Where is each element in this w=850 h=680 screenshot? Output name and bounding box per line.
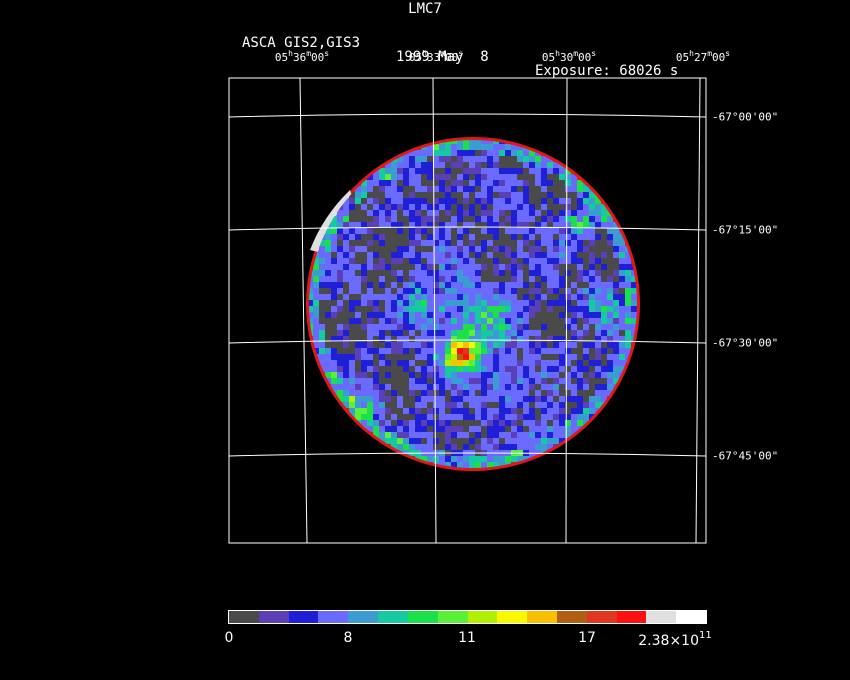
ra-tick-label: 05h30m00s — [541, 49, 597, 64]
colorbar-swatch — [556, 611, 587, 623]
colorbar-swatch — [646, 611, 677, 623]
image-frame — [228, 77, 707, 544]
colorbar-swatch — [288, 611, 319, 623]
colorbar-swatch — [318, 611, 349, 623]
dec-tick-label: -67°15'00" — [712, 223, 779, 237]
colorbar-swatch — [497, 611, 528, 623]
colorbar-max-label: 2.38×1011 — [638, 630, 712, 649]
dec-tick-label: -67°45'00" — [712, 449, 779, 463]
observation-date: 1999 May 8 — [396, 49, 489, 65]
intensity-map — [309, 140, 637, 468]
colorbar — [228, 610, 707, 624]
colorbar-swatch — [527, 611, 557, 623]
colorbar-swatch — [407, 611, 438, 623]
ra-tick-label: 05h33m00s — [408, 49, 464, 64]
colorbar-tick-label: 8 — [343, 630, 353, 646]
coordinate-grid — [228, 77, 707, 544]
image-title: LMC7 — [408, 1, 442, 17]
detector-edge-bright — [310, 190, 352, 252]
colorbar-swatch — [676, 611, 706, 623]
colorbar-swatch — [616, 611, 647, 623]
dec-tick-label: -67°30'00" — [712, 336, 779, 350]
colorbar-swatch — [378, 611, 408, 623]
ra-tick-label: 05h27m00s — [675, 49, 731, 64]
colorbar-tick-label: 17 — [578, 630, 596, 646]
image-subtitle: ASCA GIS2,GIS3 1999 May 8 Exposure: 6802… — [0, 22, 850, 78]
colorbar-swatch — [467, 611, 498, 623]
colorbar-tick-label: 11 — [458, 630, 476, 646]
colorbar-tick-label: 0 — [224, 630, 234, 646]
exposure-label: Exposure: 68026 s — [535, 63, 679, 79]
instrument-label: ASCA GIS2,GIS3 — [242, 35, 361, 51]
colorbar-swatch — [437, 611, 468, 623]
ra-tick-label: 05h36m00s — [274, 49, 330, 64]
colorbar-swatch — [586, 611, 617, 623]
colorbar-swatch — [229, 611, 259, 623]
colorbar-swatch — [258, 611, 289, 623]
dec-tick-label: -67°00'00" — [712, 110, 779, 124]
colorbar-swatch — [348, 611, 379, 623]
